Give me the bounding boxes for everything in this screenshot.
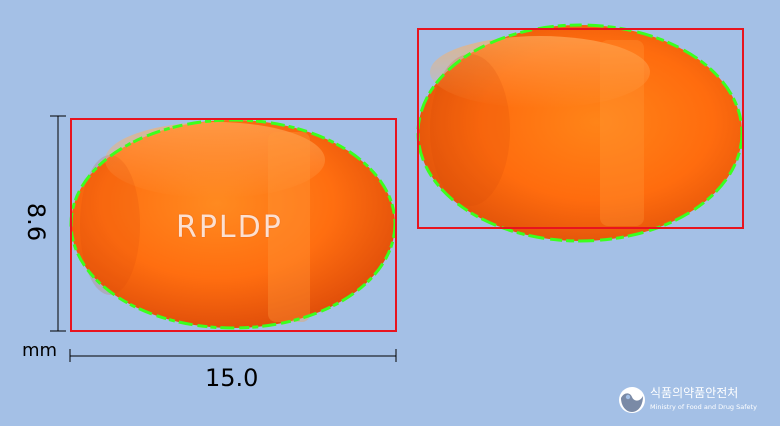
width-dimension-line [69, 349, 397, 362]
height-dimension-line [50, 115, 66, 332]
pill-imprint-text: RPLDP [176, 210, 283, 245]
back-bounding-box [417, 28, 744, 229]
front-bounding-box [70, 118, 397, 332]
height-measurement-label: 8.6 [22, 202, 50, 242]
width-measurement-label: 15.0 [205, 364, 259, 392]
watermark-korean-name: 식품의약품안전처 [650, 386, 739, 400]
mfds-logo-icon [619, 387, 645, 413]
pill-front [69, 118, 397, 330]
watermark-english-name: Ministry of Food and Drug Safety [650, 403, 757, 411]
unit-label: mm [22, 340, 58, 361]
pill-back [416, 23, 744, 243]
